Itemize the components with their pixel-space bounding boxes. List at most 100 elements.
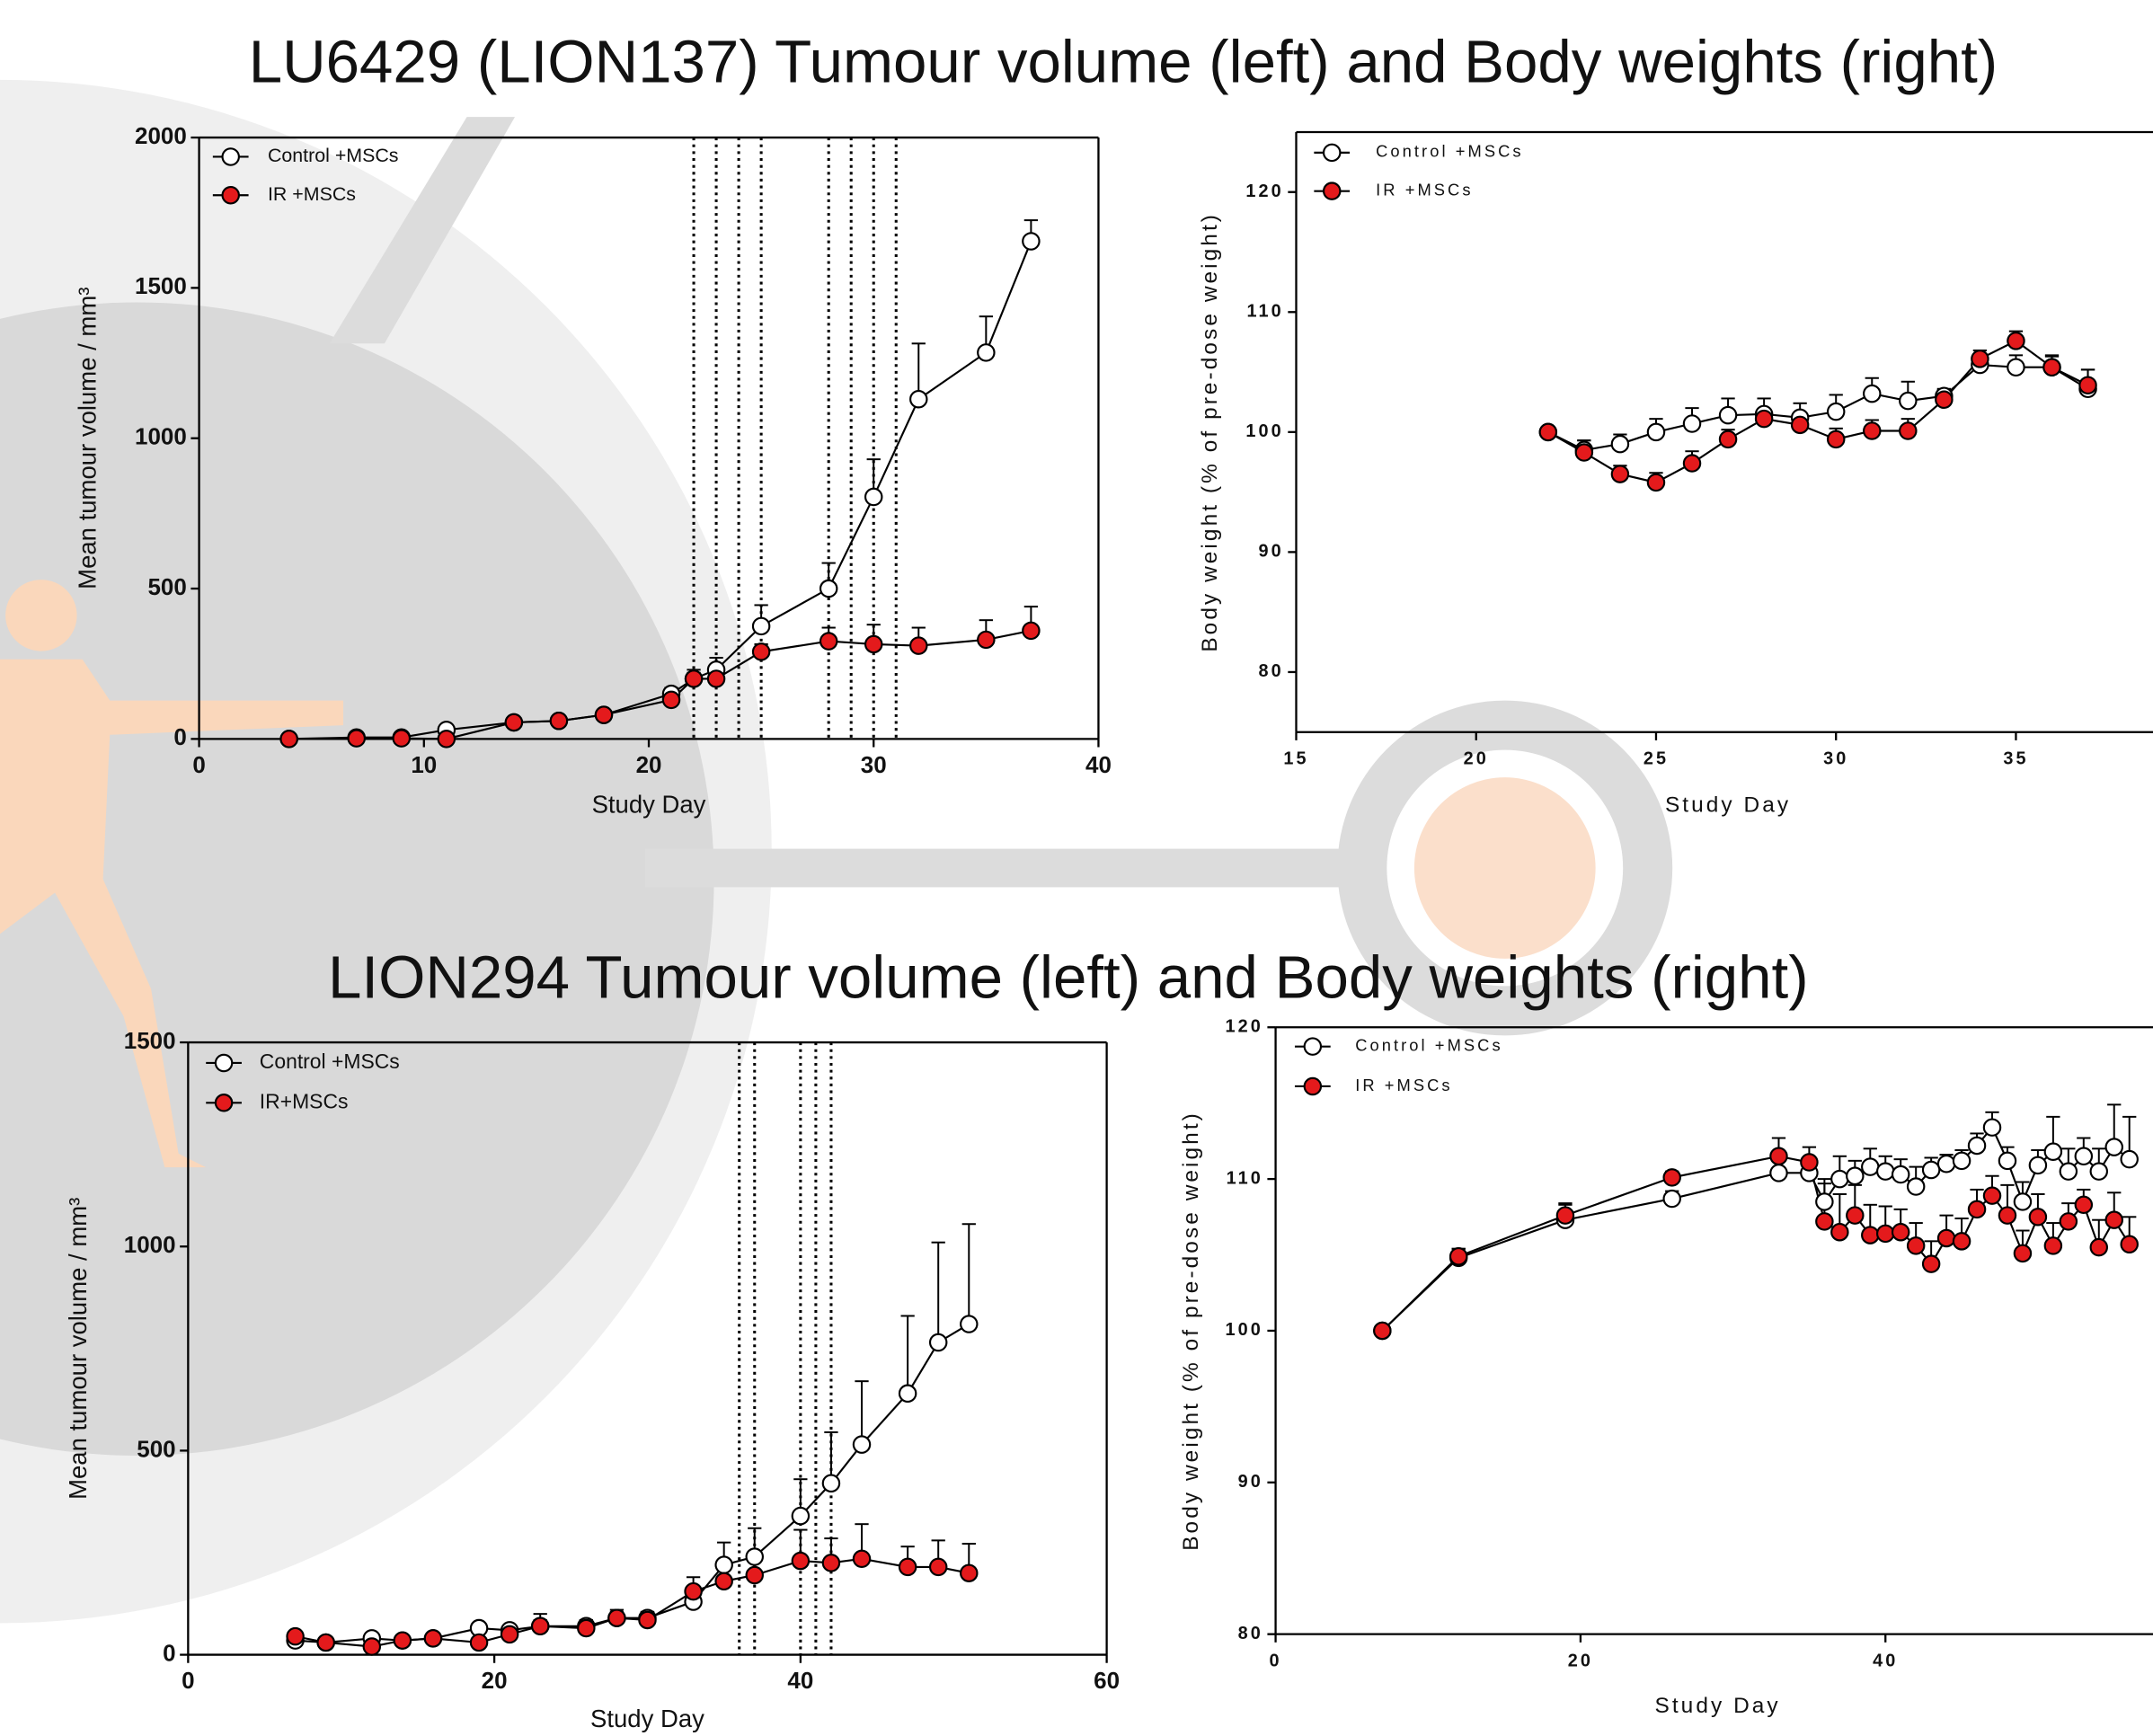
y-axis-label: Mean tumour volume / mm³ [64, 1198, 92, 1500]
error-bar [855, 1381, 868, 1444]
data-point [910, 637, 926, 653]
data-point [930, 1334, 946, 1351]
data-point [349, 731, 365, 747]
y-tick-label: 80 [1259, 661, 1284, 681]
data-point [1984, 1188, 2000, 1204]
data-point [394, 731, 410, 747]
y-tick-label: 0 [173, 723, 186, 750]
data-point [899, 1559, 916, 1575]
y-tick-label: 90 [1238, 1472, 1263, 1492]
legend-label: IR +MSCs [268, 183, 356, 205]
data-point [1847, 1168, 1863, 1184]
data-point [747, 1548, 763, 1564]
error-bar [962, 1224, 976, 1324]
data-point [1938, 1230, 1954, 1246]
data-point [1862, 1227, 1878, 1243]
legend-label: Control +MSCs [260, 1050, 400, 1073]
data-point [1540, 424, 1556, 440]
data-point [2079, 377, 2095, 394]
x-axis-label: Study Day [590, 1705, 704, 1732]
data-point [280, 731, 297, 747]
data-point [1828, 403, 1844, 420]
series-line [1382, 1128, 2129, 1331]
data-point [2007, 359, 2024, 376]
data-point [1756, 411, 1772, 427]
data-point [2045, 1237, 2061, 1253]
data-point [1984, 1120, 2000, 1136]
y-axis-label: Body weight (% of pre-dose weight) [1198, 212, 1222, 652]
data-point [1877, 1226, 1893, 1242]
data-point [1792, 417, 1808, 433]
data-point [2106, 1212, 2122, 1228]
y-axis-label: Mean tumour volume / mm³ [74, 288, 102, 589]
data-point [823, 1554, 839, 1571]
data-point [708, 670, 724, 686]
data-point [1023, 233, 1039, 249]
series-line [296, 1559, 970, 1647]
data-point [2030, 1157, 2046, 1174]
legend-label: Control +MSCs [1355, 1035, 1503, 1054]
y-axis-label: Body weight (% of pre-dose weight) [1179, 1111, 1203, 1551]
data-point [1770, 1165, 1786, 1181]
data-point [1923, 1162, 1939, 1178]
data-point [1892, 1166, 1909, 1182]
data-point [1816, 1213, 1832, 1229]
x-axis-label: Study Day [592, 791, 706, 819]
data-point [2106, 1138, 2122, 1155]
y-tick-label: 0 [163, 1639, 175, 1666]
data-point [793, 1508, 809, 1524]
x-tick-label: 40 [1085, 751, 1112, 778]
data-point [2030, 1209, 2046, 1225]
x-tick-label: 40 [787, 1667, 813, 1694]
data-point [747, 1567, 763, 1583]
bg-dot [1414, 777, 1596, 959]
chart: 80901001101201520253035Study DayBody wei… [1198, 132, 2153, 818]
data-point [287, 1628, 303, 1644]
data-point [1938, 1156, 1954, 1172]
data-point [1969, 1201, 1985, 1218]
legend-marker [1324, 145, 1340, 161]
data-point [1684, 455, 1700, 471]
data-point [1864, 422, 1880, 438]
data-point [1999, 1153, 2016, 1169]
data-point [978, 632, 994, 648]
legend-marker [216, 1055, 232, 1071]
data-point [1969, 1138, 1985, 1154]
data-point [1816, 1193, 1832, 1209]
data-point [753, 618, 769, 634]
y-tick-label: 110 [1247, 302, 1284, 322]
y-tick-label: 1500 [135, 272, 187, 299]
data-point [820, 633, 837, 649]
data-point [2007, 332, 2024, 349]
legend-label: Control +MSCs [268, 145, 399, 166]
data-point [471, 1634, 487, 1651]
y-tick-label: 100 [1226, 1320, 1263, 1340]
data-point [753, 643, 769, 660]
data-point [2091, 1239, 2107, 1255]
data-point [2060, 1213, 2077, 1229]
data-point [1908, 1178, 1924, 1194]
x-tick-label: 0 [182, 1667, 194, 1694]
data-point [608, 1610, 625, 1626]
y-tick-label: 120 [1245, 182, 1283, 201]
data-point [639, 1612, 655, 1628]
data-point [2122, 1151, 2138, 1167]
data-point [1648, 474, 1664, 491]
data-point [865, 636, 882, 652]
error-bar [932, 1243, 945, 1342]
data-point [1720, 407, 1736, 423]
y-tick-label: 100 [1245, 421, 1283, 441]
data-point [2015, 1245, 2031, 1262]
data-point [854, 1551, 870, 1567]
legend-marker [1324, 182, 1340, 199]
data-point [1720, 431, 1736, 447]
data-point [2045, 1144, 2061, 1160]
data-point [854, 1436, 870, 1452]
y-tick-label: 1000 [135, 423, 187, 450]
data-point [1648, 424, 1664, 440]
data-point [1831, 1224, 1847, 1240]
data-point [1900, 422, 1916, 438]
data-point [1877, 1163, 1893, 1179]
legend-label: IR +MSCs [1355, 1076, 1452, 1094]
data-point [2091, 1163, 2107, 1179]
